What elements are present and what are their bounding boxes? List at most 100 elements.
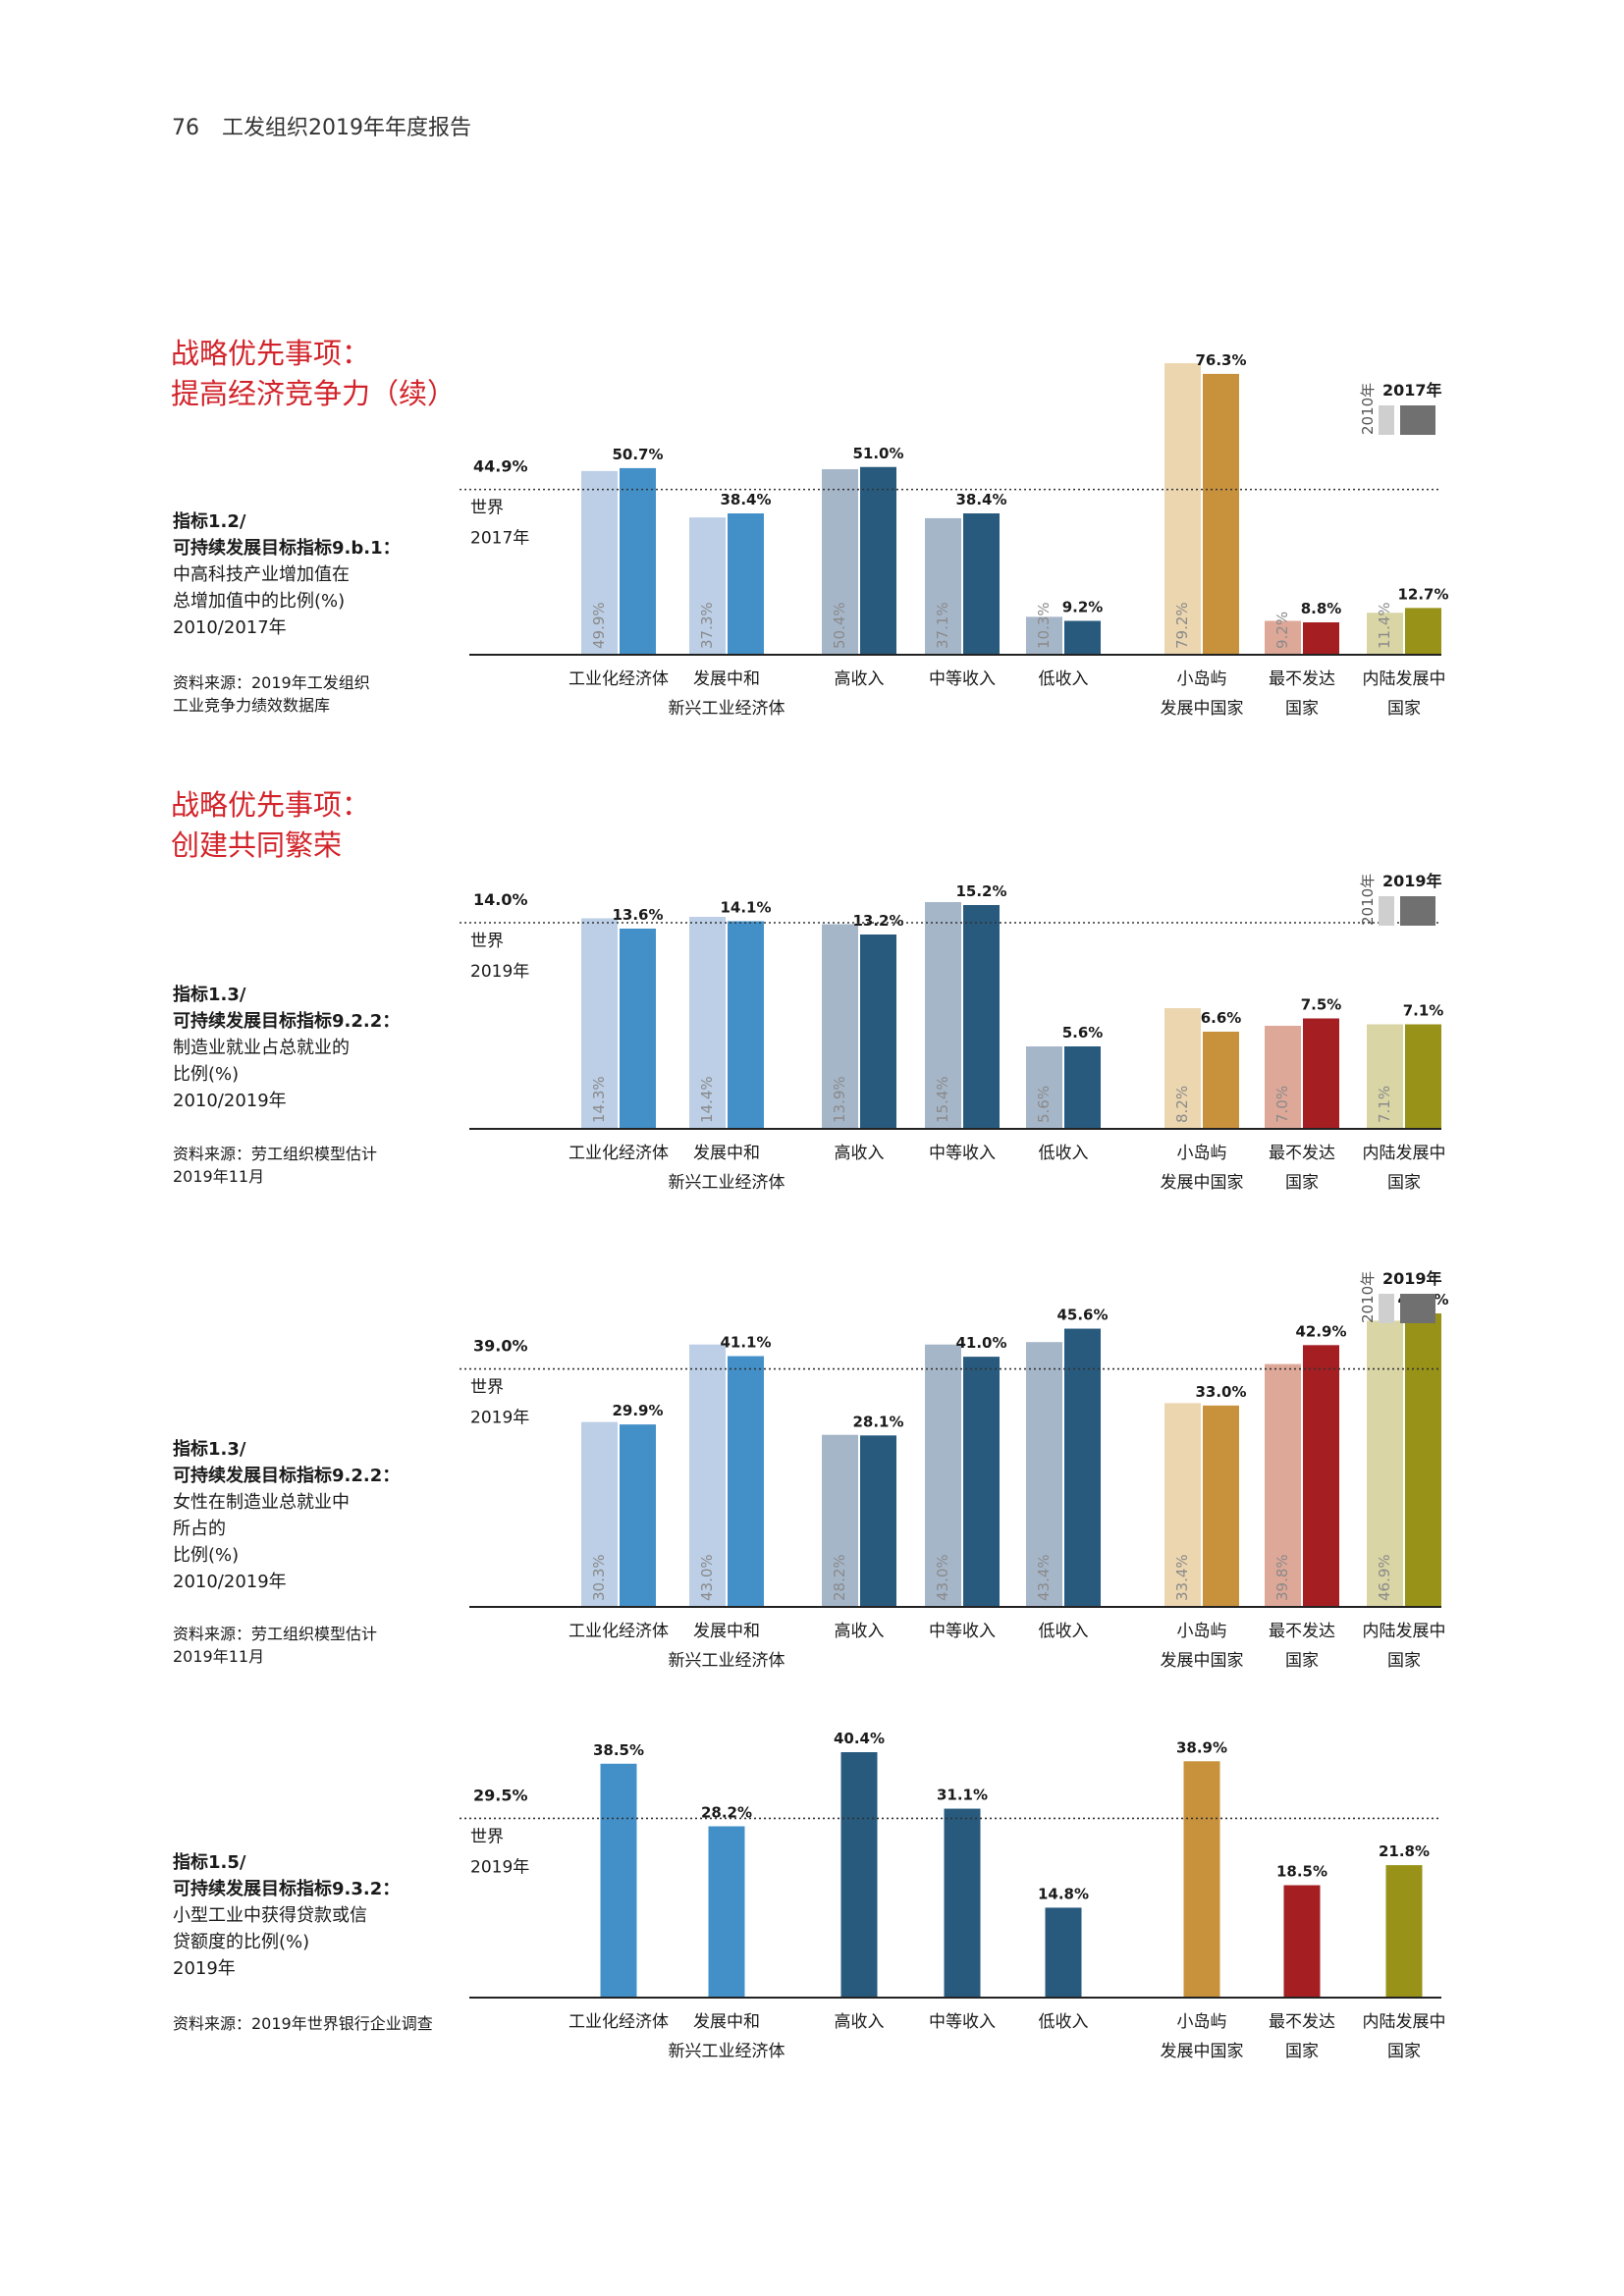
indicator-years: 2010/2017年 — [173, 617, 287, 638]
world-label: 世界 — [470, 499, 504, 518]
world-year: 2017年 — [470, 529, 529, 549]
chart-female-manufacturing-share: 30.3% 43.0% 28.2% 43.0% 43.4% 33.4% 39.8% 46.9%… — [460, 1269, 1449, 1671]
legend-label-current: 2017年 — [1382, 381, 1442, 400]
category-label: 内陆发展中 — [1363, 1622, 1446, 1641]
bar-current-year — [1303, 622, 1339, 655]
data-label: 28.2% — [701, 1803, 752, 1821]
indicator-label-3: 指标1.3/ 可持续发展目标指标9.2.2： 女性在制造业总就业中 所占的 比例… — [173, 1436, 467, 1595]
category-label: 国家 — [1387, 699, 1421, 719]
category-label: 新兴工业经济体 — [669, 699, 785, 719]
section-title-line2: 创建共同繁荣 — [171, 828, 343, 862]
category-label: 低收入 — [1039, 2012, 1089, 2032]
section-title-line2: 提高经济竞争力（续） — [171, 377, 457, 410]
category-label: 低收入 — [1039, 1144, 1089, 1163]
bar-current-year — [620, 929, 656, 1129]
category-label: 高收入 — [835, 1144, 885, 1163]
bar-current-year — [620, 1424, 656, 1607]
bar-current-year — [963, 1357, 1000, 1607]
category-label: 最不发达 — [1269, 669, 1335, 689]
category-label: 发展中国家 — [1161, 699, 1244, 719]
data-label: 42.9% — [1295, 1322, 1346, 1340]
data-label-base: 39.8% — [1273, 1554, 1291, 1601]
data-label-base: 7.1% — [1376, 1086, 1393, 1123]
data-label: 40.4% — [834, 1730, 885, 1747]
category-label: 国家 — [1387, 1651, 1421, 1671]
bar-current-year — [728, 1356, 764, 1607]
bar-base-year — [1026, 616, 1062, 655]
indicator-desc: 所占的 — [173, 1519, 226, 1539]
data-label: 13.2% — [852, 912, 903, 930]
legend-label-current: 2019年 — [1382, 1269, 1442, 1288]
data-label-base: 50.4% — [831, 602, 848, 649]
indicator-years: 2019年 — [173, 1958, 236, 1979]
bar-current-year — [860, 1435, 896, 1607]
data-label: 18.5% — [1276, 1863, 1327, 1881]
bar-current-year — [728, 513, 764, 655]
category-label: 工业化经济体 — [568, 1622, 669, 1641]
bar-base-year — [689, 517, 726, 655]
data-label: 7.1% — [1403, 1002, 1444, 1020]
indicator-desc: 女性在制造业总就业中 — [173, 1492, 350, 1513]
legend-label-current: 2019年 — [1382, 872, 1442, 890]
data-label-base: 43.0% — [698, 1554, 716, 1601]
indicator-label-1: 指标1.2/ 可持续发展目标指标9.b.1： 中高科技产业增加值在 总增加值中的… — [173, 508, 467, 641]
world-label: 世界 — [470, 1378, 504, 1398]
bar-base-year — [1367, 613, 1403, 655]
bar-base-year — [822, 924, 858, 1129]
page-number: 76 — [172, 116, 199, 140]
data-label-base: 37.1% — [934, 602, 951, 649]
bar-base-year — [1265, 620, 1301, 655]
bar-current-year — [860, 466, 896, 655]
indicator-desc: 总增加值中的比例(%) — [173, 591, 346, 612]
world-label: 世界 — [470, 932, 504, 951]
world-value: 44.9% — [473, 457, 528, 476]
indicator-desc: 比例(%) — [173, 1545, 240, 1566]
category-label: 发展中和 — [693, 1622, 760, 1641]
data-label-base: 30.3% — [590, 1554, 608, 1601]
indicator-years: 2010/2019年 — [173, 1091, 287, 1111]
data-label-base: 33.4% — [1173, 1554, 1191, 1601]
bar-base-year — [1164, 1008, 1201, 1129]
data-label-base: 13.9% — [831, 1076, 848, 1123]
data-label-base: 15.4% — [934, 1076, 951, 1123]
data-label: 21.8% — [1379, 1842, 1430, 1860]
legend-swatch-base — [1379, 405, 1394, 435]
section-title-line1: 战略优先事项： — [171, 788, 371, 822]
chart-value-added-share: 49.9% 37.3% 50.4% 37.1% 10.3% 79.2% 9.2% 11.4% 5… — [460, 351, 1449, 719]
indicator-desc: 小型工业中获得贷款或信 — [173, 1905, 367, 1926]
data-label-base: 8.2% — [1173, 1086, 1191, 1123]
bar-base-year — [689, 917, 726, 1129]
indicator-code: 指标1.3/ — [173, 1439, 246, 1460]
bar — [944, 1808, 981, 1998]
source-line: 资料来源：2019年工发组织 — [173, 673, 370, 692]
legend-swatch-current — [1400, 405, 1435, 435]
bar-base-year — [1265, 1363, 1301, 1607]
bar — [1283, 1885, 1321, 1998]
data-label: 45.6% — [1056, 1307, 1108, 1324]
legend-swatch-base — [1379, 896, 1394, 926]
category-label: 国家 — [1387, 2042, 1421, 2061]
data-label-base: 49.9% — [590, 602, 608, 649]
data-label: 5.6% — [1062, 1024, 1104, 1041]
source-note-4: 资料来源：2019年世界银行企业调查 — [173, 2012, 467, 2035]
data-label: 41.0% — [955, 1334, 1006, 1352]
data-label-base: 11.4% — [1376, 602, 1393, 649]
data-label: 38.4% — [955, 491, 1006, 508]
indicator-code: 指标1.3/ — [173, 985, 246, 1005]
data-label-base: 14.3% — [590, 1076, 608, 1123]
source-note-2: 资料来源：劳工组织模型估计 2019年11月 — [173, 1143, 467, 1188]
source-line: 2019年11月 — [173, 1647, 265, 1666]
category-label: 发展中和 — [693, 2012, 760, 2032]
section-title-line1: 战略优先事项： — [171, 337, 371, 370]
legend-swatch-base — [1379, 1294, 1394, 1323]
source-line: 资料来源：劳工组织模型估计 — [173, 1145, 378, 1163]
bar-current-year — [1203, 373, 1239, 655]
bar-current-year — [1405, 608, 1441, 655]
category-label: 新兴工业经济体 — [669, 1173, 785, 1193]
page-header: 76 工发组织2019年年度报告 — [172, 110, 487, 141]
data-label-base: 43.0% — [934, 1554, 951, 1601]
bar-current-year — [1405, 1024, 1441, 1129]
chart-manufacturing-employment: 14.3% 14.4% 13.9% 15.4% 5.6% 8.2% 7.0% 7.1% 13.6… — [460, 872, 1446, 1193]
indicator-label-2: 指标1.3/ 可持续发展目标指标9.2.2： 制造业就业占总就业的 比例(%) … — [173, 982, 467, 1114]
category-label: 低收入 — [1039, 1622, 1089, 1641]
